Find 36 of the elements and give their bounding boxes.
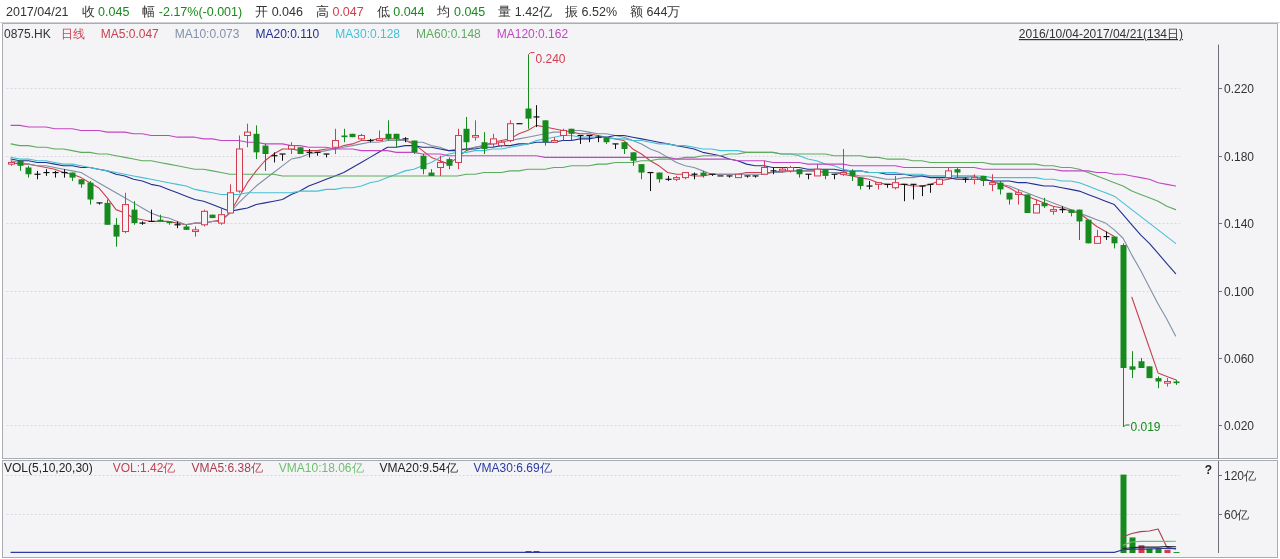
text: MA120:0.162 <box>496 27 569 41</box>
text: 低 0.044 <box>376 5 425 19</box>
text: MA10:0.073 <box>174 27 240 41</box>
text: 量 1.42亿 <box>498 5 553 19</box>
text: VOL:1.42亿 <box>112 461 176 475</box>
text: 2016/10/04-2017/04/21(134日) <box>1018 27 1183 41</box>
y-tick-label: 120亿 <box>1224 468 1257 483</box>
text: 0875.HK <box>4 27 51 41</box>
text: VMA5:6.38亿 <box>191 461 263 475</box>
text: VMA30:6.69亿 <box>473 461 552 475</box>
y-tick-label: 0.060 <box>1224 351 1255 366</box>
text: 日线 <box>60 27 85 41</box>
text: 均 0.045 <box>436 5 486 19</box>
y-tick-label: 0.220 <box>1224 81 1255 96</box>
text: 振 6.52% <box>565 5 618 19</box>
text: 额 644万 <box>630 5 681 19</box>
y-tick-label: 0.140 <box>1224 216 1255 231</box>
text: MA5:0.047 <box>100 27 160 41</box>
text: MA20:0.110 <box>255 27 320 41</box>
text: 收 0.045 <box>81 5 130 19</box>
text: 幅 -2.17%(-0.001) <box>142 5 243 19</box>
y-tick-label: 0.020 <box>1224 418 1255 433</box>
text: 2017/04/21 <box>6 5 69 19</box>
text: ? <box>1204 463 1212 477</box>
annotation: 0.019 <box>1130 419 1161 434</box>
y-tick-label: 0.100 <box>1224 284 1255 299</box>
text: MA60:0.148 <box>416 27 482 41</box>
annotation: 0.240 <box>535 51 566 66</box>
chart-title: VOL(5,10,20,30) <box>4 461 93 475</box>
text: VMA10:18.06亿 <box>278 461 364 475</box>
text: 高 0.047 <box>315 4 364 19</box>
y-tick-label: 60亿 <box>1224 507 1250 522</box>
text: 开 0.046 <box>255 5 303 19</box>
y-tick-label: 0.180 <box>1224 149 1255 164</box>
text: VMA20:9.54亿 <box>379 461 458 475</box>
text: MA30:0.128 <box>335 27 401 41</box>
